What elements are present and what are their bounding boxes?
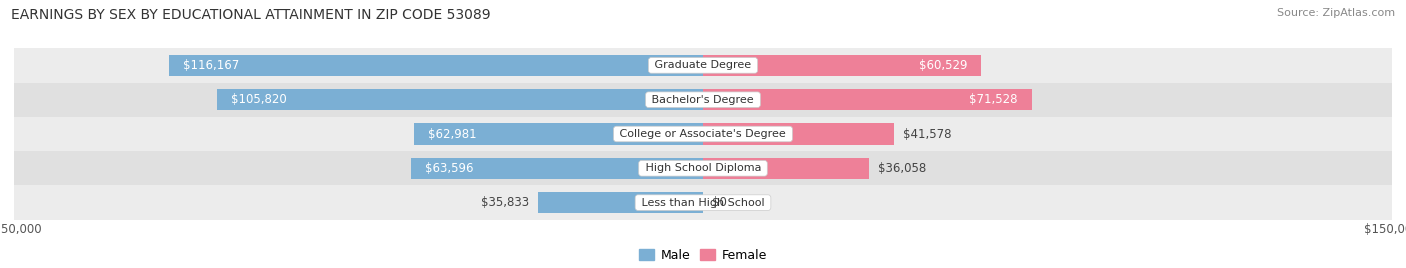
Bar <box>703 89 1032 110</box>
Bar <box>14 83 1392 117</box>
Text: Bachelor's Degree: Bachelor's Degree <box>648 95 758 105</box>
Text: Graduate Degree: Graduate Degree <box>651 60 755 70</box>
Bar <box>703 55 981 76</box>
Legend: Male, Female: Male, Female <box>640 248 766 262</box>
Text: High School Diploma: High School Diploma <box>641 163 765 173</box>
Bar <box>14 151 1392 185</box>
Bar <box>411 158 703 179</box>
Bar <box>170 55 703 76</box>
Text: College or Associate's Degree: College or Associate's Degree <box>616 129 790 139</box>
Text: $63,596: $63,596 <box>425 162 474 175</box>
Text: $60,529: $60,529 <box>918 59 967 72</box>
Bar <box>413 123 703 145</box>
Text: Less than High School: Less than High School <box>638 198 768 208</box>
Text: $41,578: $41,578 <box>903 128 952 140</box>
Bar <box>14 117 1392 151</box>
Bar <box>217 89 703 110</box>
Text: $116,167: $116,167 <box>183 59 239 72</box>
Text: Source: ZipAtlas.com: Source: ZipAtlas.com <box>1277 8 1395 18</box>
Bar <box>14 185 1392 220</box>
Text: EARNINGS BY SEX BY EDUCATIONAL ATTAINMENT IN ZIP CODE 53089: EARNINGS BY SEX BY EDUCATIONAL ATTAINMEN… <box>11 8 491 22</box>
Text: $35,833: $35,833 <box>481 196 529 209</box>
Text: $36,058: $36,058 <box>877 162 927 175</box>
Text: $62,981: $62,981 <box>427 128 477 140</box>
Bar <box>14 48 1392 83</box>
Bar <box>538 192 703 213</box>
Text: $71,528: $71,528 <box>969 93 1018 106</box>
Text: $105,820: $105,820 <box>231 93 287 106</box>
Bar <box>703 158 869 179</box>
Bar <box>703 123 894 145</box>
Text: $0: $0 <box>713 196 727 209</box>
